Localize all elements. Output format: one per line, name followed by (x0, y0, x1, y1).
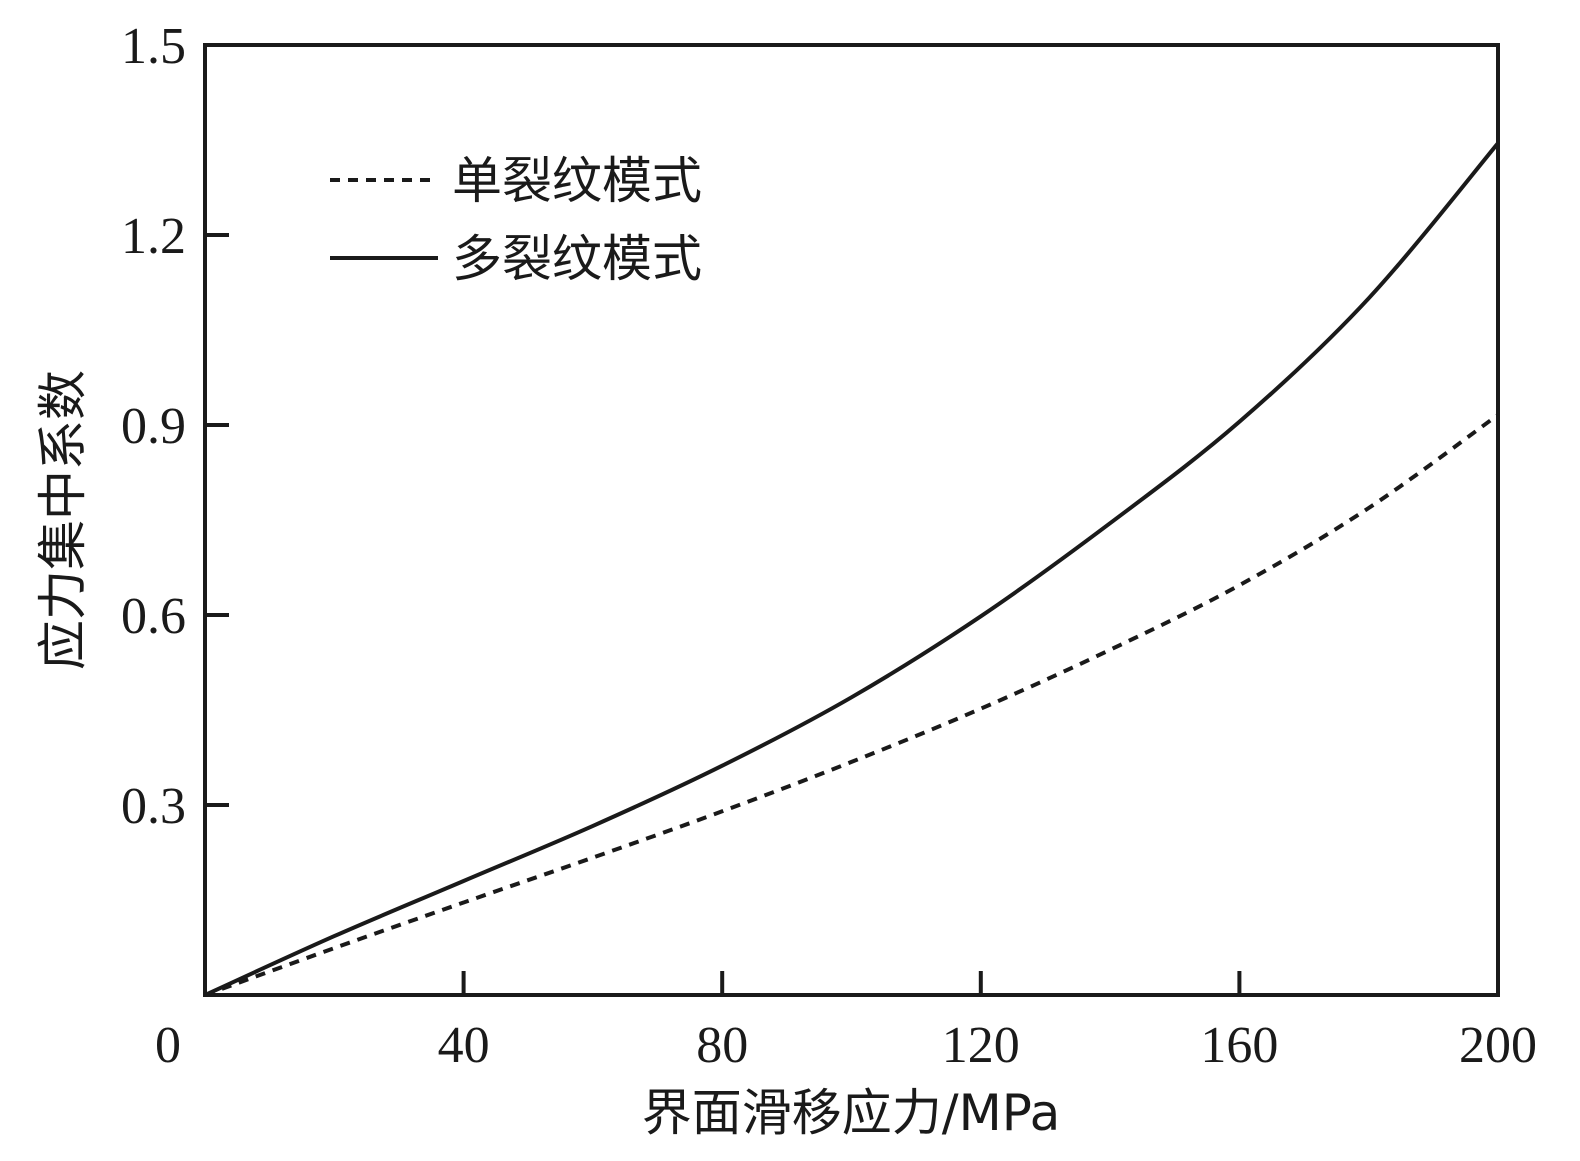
y-tick-label: 0.6 (121, 588, 186, 645)
x-tick-label: 80 (696, 1017, 748, 1074)
x-tick-label: 40 (438, 1017, 490, 1074)
x-tick-label: 160 (1200, 1017, 1278, 1074)
y-tick-label: 0.9 (121, 398, 186, 455)
y-tick-label: 1.5 (121, 18, 186, 75)
y-tick-label: 1.2 (121, 208, 186, 265)
series-line-single-crack (204, 413, 1500, 997)
y-tick-label: 0.3 (121, 778, 186, 835)
x-axis-ticks: 0 40 80 120 160 200 (155, 971, 1537, 1074)
series-line-multi-crack (204, 141, 1500, 997)
y-axis-ticks: 0.3 0.6 0.9 1.2 1.5 (121, 18, 229, 835)
x-tick-label: 200 (1459, 1017, 1537, 1074)
x-tick-label: 120 (942, 1017, 1020, 1074)
legend-label: 单裂纹模式 (452, 152, 702, 210)
plot-frame (203, 43, 1500, 997)
x-axis-title: 界面滑移应力/MPa (642, 1084, 1061, 1142)
x-tick-label: 0 (155, 1017, 181, 1074)
series-layer (204, 141, 1500, 997)
y-axis-title: 应力集中系数 (34, 370, 92, 670)
legend-label: 多裂纹模式 (452, 230, 702, 288)
